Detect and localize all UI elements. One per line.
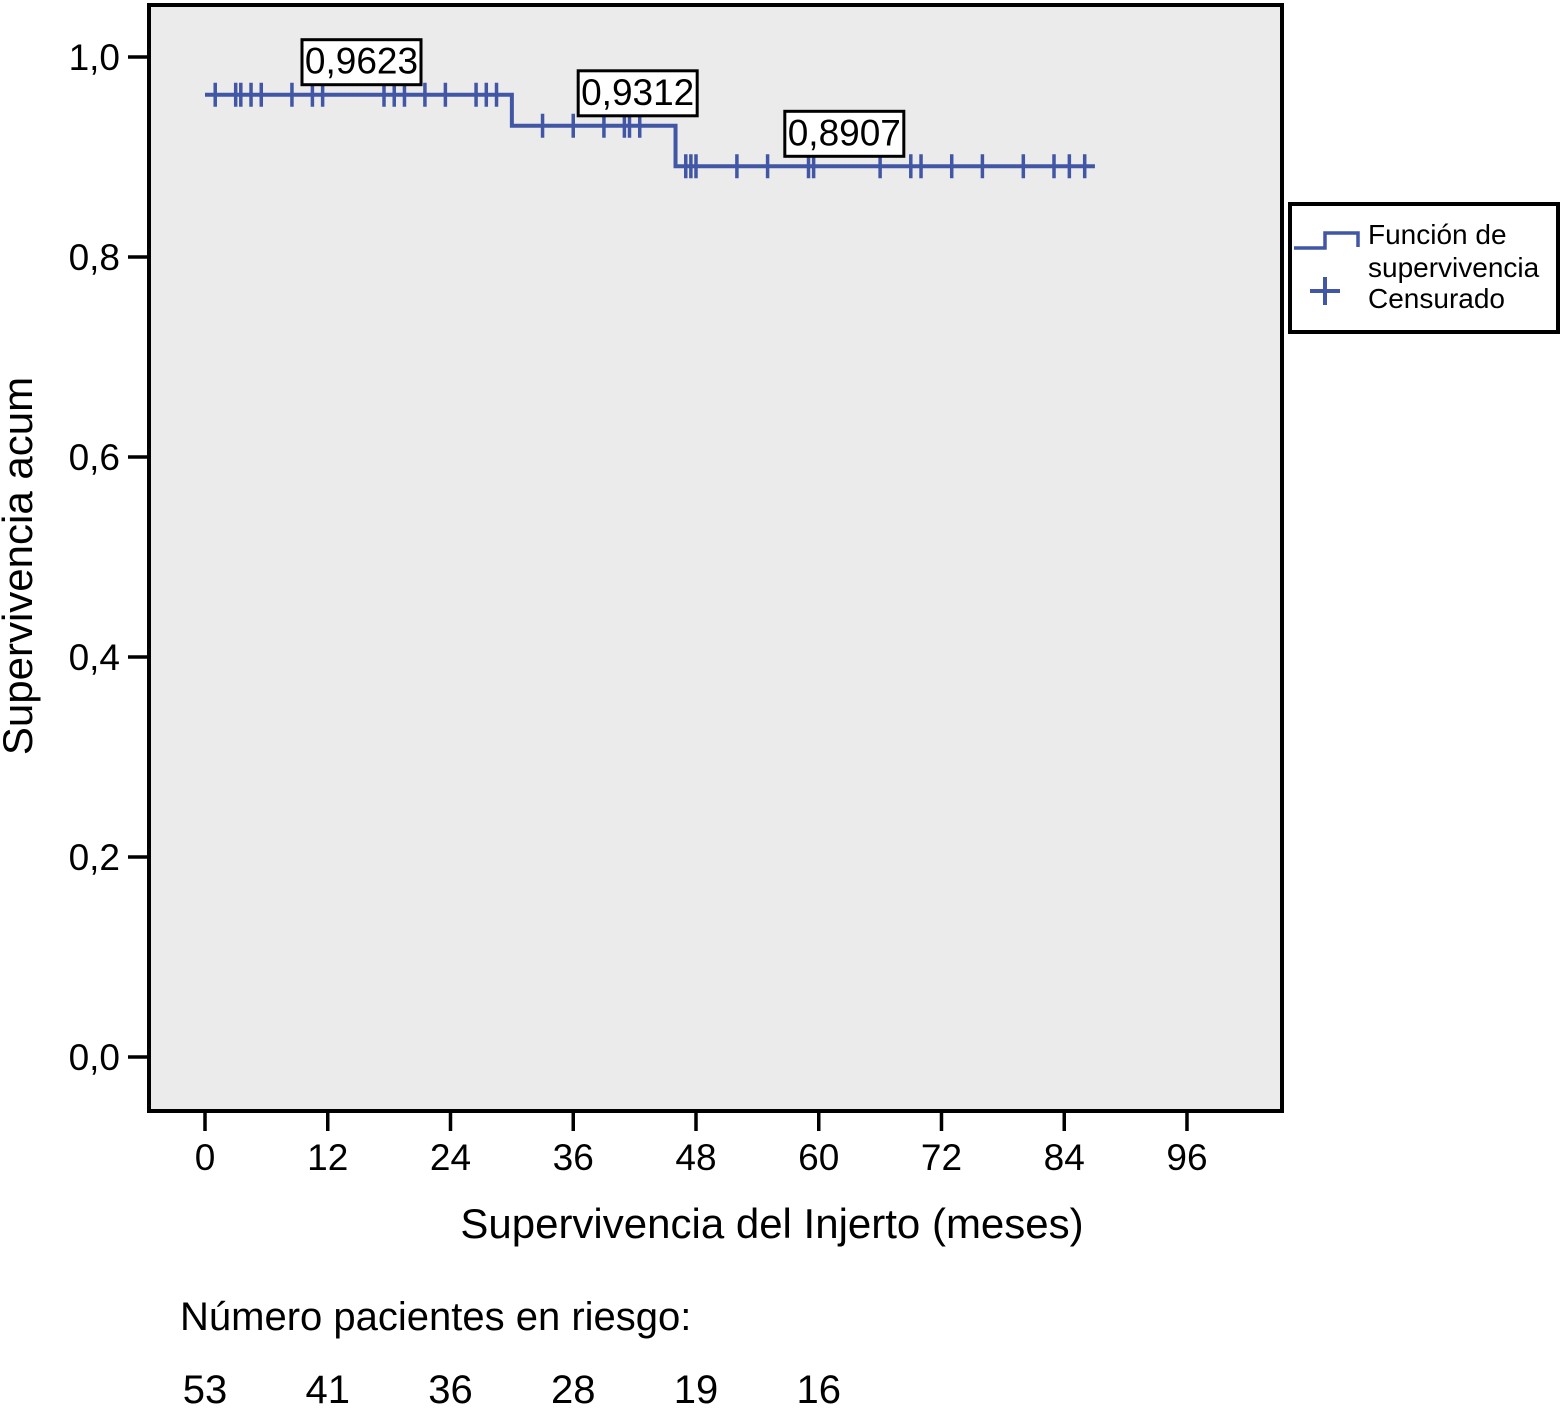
- legend-step-line-icon: [1294, 231, 1360, 250]
- legend-box: [1288, 202, 1560, 334]
- y-tick-label: 0,0: [69, 1037, 120, 1078]
- censor-mark: [758, 154, 777, 179]
- risk-count: 36: [428, 1368, 473, 1412]
- annotation-box: [300, 38, 423, 87]
- censor-mark: [973, 154, 992, 179]
- censor-mark: [313, 82, 332, 107]
- annotation-label: 0,9623: [305, 41, 418, 82]
- annotations: 0,9623 0,9312 0,8907: [300, 38, 906, 158]
- censor-mark: [630, 113, 649, 138]
- censor-mark: [564, 113, 583, 138]
- x-tick-label: 72: [921, 1137, 962, 1178]
- censor-mark: [594, 113, 613, 138]
- y-tick-label: 1,0: [69, 37, 120, 78]
- censor-mark: [1045, 154, 1064, 179]
- x-tick-label: 36: [553, 1137, 594, 1178]
- x-tick-label: 48: [675, 1137, 716, 1178]
- censored-marks: [206, 82, 1094, 179]
- censor-mark: [727, 154, 746, 179]
- censor-mark: [1075, 154, 1094, 179]
- risk-count: 16: [796, 1368, 841, 1412]
- risk-count: 19: [674, 1368, 719, 1412]
- censor-mark: [871, 154, 890, 179]
- annotation-label: 0,8907: [788, 112, 901, 153]
- legend-label-survival-line2: supervivencia: [1368, 252, 1540, 283]
- x-tick-label: 96: [1166, 1137, 1207, 1178]
- y-axis-ticks: 1,0 0,8 0,6 0,4 0,2 0,0: [69, 37, 147, 1078]
- legend-label-censored: Censurado: [1368, 283, 1505, 314]
- risk-counts: 53 41 36 28 19 16: [183, 1368, 841, 1412]
- censor-mark: [395, 82, 414, 107]
- legend-label-survival-line1: Función de: [1368, 219, 1507, 250]
- y-axis-title: Supervivencia acum: [0, 377, 41, 755]
- censor-mark: [415, 82, 434, 107]
- y-tick-label: 0,4: [69, 637, 120, 678]
- x-axis-ticks: 0 12 24 36 48 60 72 84 96: [195, 1113, 1208, 1178]
- x-tick-label: 60: [798, 1137, 839, 1178]
- censor-mark: [252, 82, 271, 107]
- risk-table: Número pacientes en riesgo: 53 41 36 28 19 16: [180, 1295, 841, 1412]
- legend-plus-icon: [1310, 277, 1340, 305]
- plot-area: [147, 3, 1284, 1113]
- risk-count: 41: [305, 1368, 350, 1412]
- annotation-box: [783, 109, 906, 158]
- censor-mark: [1014, 154, 1033, 179]
- censor-mark: [282, 82, 301, 107]
- legend: Función de supervivencia Censurado: [1288, 202, 1560, 334]
- censor-mark: [942, 154, 961, 179]
- risk-count: 53: [183, 1368, 228, 1412]
- x-tick-label: 84: [1044, 1137, 1085, 1178]
- y-tick-label: 0,2: [69, 837, 120, 878]
- censor-mark: [804, 154, 823, 179]
- censor-mark: [533, 113, 552, 138]
- annotation-label: 0,9312: [581, 72, 694, 113]
- annotation-box: [576, 69, 699, 118]
- censor-mark: [686, 154, 705, 179]
- censor-mark: [206, 82, 225, 107]
- censor-mark: [487, 82, 506, 107]
- censor-mark: [912, 154, 931, 179]
- censor-mark: [1060, 154, 1079, 179]
- x-axis-title: Supervivencia del Injerto (meses): [460, 1200, 1083, 1247]
- y-tick-label: 0,8: [69, 237, 120, 278]
- x-tick-label: 12: [307, 1137, 348, 1178]
- x-tick-label: 0: [195, 1137, 216, 1178]
- risk-count: 28: [551, 1368, 596, 1412]
- x-tick-label: 24: [430, 1137, 471, 1178]
- risk-table-heading: Número pacientes en riesgo:: [180, 1295, 691, 1339]
- censor-mark: [436, 82, 455, 107]
- y-tick-label: 0,6: [69, 437, 120, 478]
